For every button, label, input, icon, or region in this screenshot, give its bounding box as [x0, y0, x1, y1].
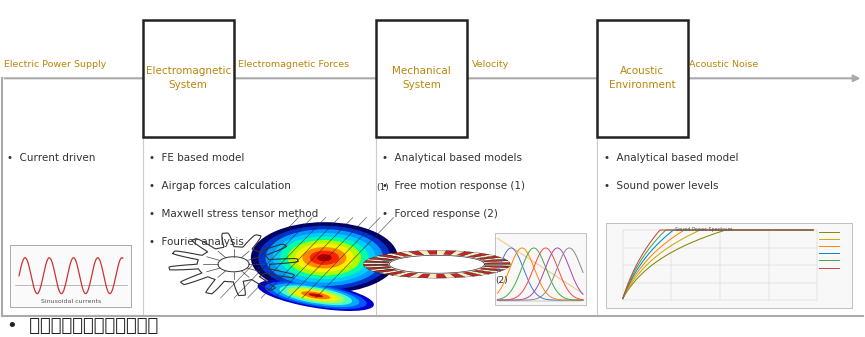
Polygon shape — [427, 250, 437, 255]
Polygon shape — [389, 255, 484, 273]
Text: (1): (1) — [376, 184, 389, 192]
Bar — [376, 20, 467, 137]
Polygon shape — [400, 251, 419, 256]
Polygon shape — [373, 269, 399, 273]
Polygon shape — [366, 267, 393, 270]
Polygon shape — [443, 250, 456, 255]
Ellipse shape — [301, 292, 330, 299]
Polygon shape — [465, 253, 489, 258]
Ellipse shape — [287, 240, 362, 276]
Text: Acoustic
Environment: Acoustic Environment — [609, 66, 676, 90]
Polygon shape — [455, 272, 474, 277]
Bar — [495, 233, 586, 305]
Ellipse shape — [251, 222, 398, 293]
Text: Electric Power Supply: Electric Power Supply — [4, 60, 106, 68]
Polygon shape — [478, 268, 505, 271]
Polygon shape — [373, 256, 399, 260]
Text: Sound Power Spectrum: Sound Power Spectrum — [676, 227, 733, 233]
Polygon shape — [400, 272, 419, 277]
Polygon shape — [484, 264, 510, 266]
Text: •  Maxwell stress tensor method: • Maxwell stress tensor method — [149, 209, 318, 219]
Polygon shape — [408, 251, 425, 256]
Polygon shape — [408, 273, 425, 278]
Polygon shape — [364, 266, 391, 268]
Polygon shape — [478, 257, 505, 261]
Text: •  Free motion response (1): • Free motion response (1) — [382, 181, 525, 191]
Polygon shape — [471, 254, 495, 259]
Polygon shape — [368, 257, 395, 261]
Text: •  Fourier analysis: • Fourier analysis — [149, 237, 244, 247]
Polygon shape — [418, 250, 431, 255]
Text: •  Sound power levels: • Sound power levels — [604, 181, 718, 191]
Polygon shape — [437, 250, 446, 255]
Bar — [143, 20, 234, 137]
Polygon shape — [483, 266, 509, 268]
Polygon shape — [418, 273, 431, 278]
Ellipse shape — [310, 251, 339, 265]
Polygon shape — [455, 251, 474, 256]
Polygon shape — [385, 271, 408, 275]
Ellipse shape — [295, 244, 354, 272]
Polygon shape — [437, 273, 446, 278]
Polygon shape — [364, 261, 391, 263]
Text: Mechanical
System: Mechanical System — [393, 66, 451, 90]
Text: •  Analytical based model: • Analytical based model — [604, 153, 738, 163]
Ellipse shape — [272, 283, 359, 307]
Text: Acoustic Noise: Acoustic Noise — [689, 60, 759, 68]
Text: Electromagnetic Forces: Electromagnetic Forces — [238, 60, 349, 68]
Polygon shape — [460, 271, 482, 276]
Polygon shape — [481, 259, 508, 262]
Bar — [606, 223, 852, 308]
Polygon shape — [481, 267, 508, 270]
Polygon shape — [427, 273, 437, 278]
Polygon shape — [363, 263, 389, 264]
Ellipse shape — [265, 281, 367, 309]
Polygon shape — [443, 273, 456, 278]
Text: •  FE based model: • FE based model — [149, 153, 244, 163]
Polygon shape — [379, 254, 403, 259]
Text: Electromagnetic
System: Electromagnetic System — [145, 66, 231, 90]
Ellipse shape — [258, 226, 391, 290]
Polygon shape — [475, 256, 501, 260]
Polygon shape — [483, 261, 509, 263]
Text: •  Forced response (2): • Forced response (2) — [382, 209, 498, 219]
Ellipse shape — [273, 233, 375, 283]
Polygon shape — [368, 268, 395, 271]
Ellipse shape — [279, 285, 352, 305]
Text: •  Current driven: • Current driven — [7, 153, 95, 163]
Polygon shape — [379, 270, 403, 274]
Polygon shape — [460, 252, 482, 257]
Ellipse shape — [258, 279, 374, 311]
Polygon shape — [392, 252, 413, 257]
Polygon shape — [363, 264, 389, 266]
Polygon shape — [484, 263, 510, 264]
Text: •  Analytical based models: • Analytical based models — [382, 153, 522, 163]
Text: •  Airgap forces calculation: • Airgap forces calculation — [149, 181, 291, 191]
Polygon shape — [449, 251, 465, 256]
Ellipse shape — [280, 236, 368, 279]
Polygon shape — [449, 273, 465, 278]
Text: •  基于定子径向力的噪声预测: • 基于定子径向力的噪声预测 — [7, 317, 158, 335]
Bar — [10, 245, 131, 307]
Ellipse shape — [294, 289, 337, 301]
Polygon shape — [465, 271, 489, 275]
Bar — [597, 20, 688, 137]
Polygon shape — [385, 253, 408, 258]
Polygon shape — [366, 259, 393, 262]
Text: (2): (2) — [495, 276, 508, 285]
Ellipse shape — [309, 293, 323, 297]
Polygon shape — [471, 270, 495, 274]
Ellipse shape — [303, 247, 346, 269]
Ellipse shape — [266, 229, 383, 286]
Ellipse shape — [317, 254, 332, 261]
Polygon shape — [475, 269, 501, 273]
Polygon shape — [392, 271, 413, 276]
Text: Sinusoidal currents: Sinusoidal currents — [41, 299, 101, 304]
Ellipse shape — [286, 287, 345, 303]
Text: Velocity: Velocity — [471, 60, 509, 68]
